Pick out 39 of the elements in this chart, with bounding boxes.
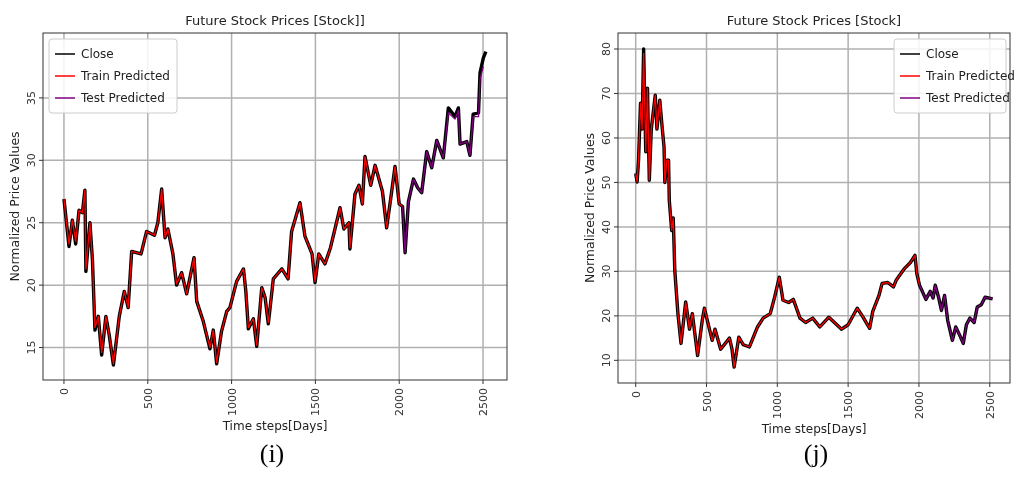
- y-tick-label: 20: [25, 278, 38, 293]
- x-tick-label: 1000: [771, 391, 785, 419]
- legend-label: Test Predicted: [80, 91, 165, 105]
- x-tick-label: 2500: [477, 388, 491, 416]
- text: (j): [803, 439, 829, 468]
- y-tick-label: 30: [600, 264, 613, 279]
- x-tick-label: 1500: [842, 391, 856, 419]
- y-tick-label: 10: [600, 353, 613, 368]
- legend-label: Train Predicted: [925, 69, 1015, 83]
- y-tick-label: 80: [600, 42, 613, 57]
- x-tick-label: 0: [629, 391, 643, 398]
- chart-title: Future Stock Prices [Stock]]: [185, 13, 365, 28]
- x-tick-label: 500: [700, 391, 714, 412]
- x-axis-title: Time steps[Days]: [221, 419, 328, 433]
- chart-title: Future Stock Prices [Stock]: [726, 13, 902, 28]
- y-tick-label: 50: [600, 175, 613, 190]
- y-tick-label: 60: [600, 130, 613, 145]
- legend-label: Close: [81, 47, 114, 61]
- legend-label: Close: [926, 47, 959, 61]
- legend-label: Train Predicted: [80, 69, 170, 83]
- y-tick-label: 20: [600, 308, 613, 323]
- legend-label: Test Predicted: [925, 91, 1010, 105]
- x-tick-label: 0: [57, 388, 71, 395]
- x-tick-label: 1000: [225, 388, 239, 416]
- x-axis-title: Time steps[Days]: [760, 422, 867, 436]
- y-tick-label: 15: [25, 340, 38, 355]
- y-tick-label: 40: [600, 219, 613, 234]
- text: (i): [259, 439, 285, 468]
- y-tick-label: 70: [600, 86, 613, 101]
- y-axis-title: Normalized Price Values: [7, 131, 22, 282]
- y-tick-label: 35: [25, 90, 38, 105]
- y-tick-label: 25: [25, 215, 38, 230]
- x-tick-label: 500: [141, 388, 155, 409]
- y-tick-label: 30: [25, 153, 38, 168]
- x-tick-label: 2000: [393, 388, 407, 416]
- x-tick-label: 2500: [983, 391, 997, 419]
- x-tick-label: 1500: [309, 388, 323, 416]
- x-tick-label: 2000: [912, 391, 926, 419]
- y-axis-title: Normalized Price Values: [582, 132, 597, 284]
